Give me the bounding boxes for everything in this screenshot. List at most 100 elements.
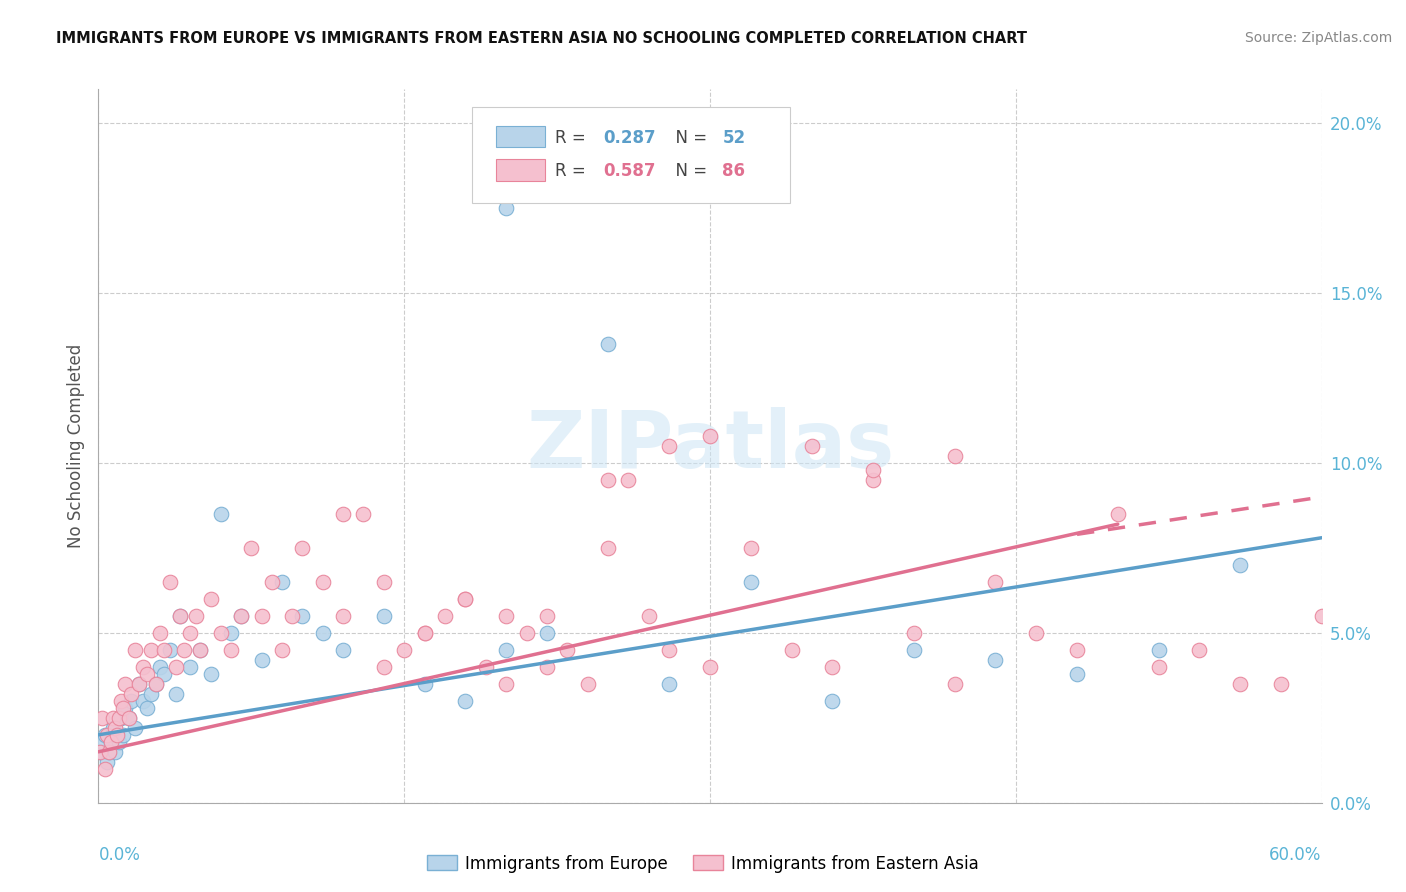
Text: 0.0%: 0.0% [98,846,141,863]
Point [984,653,1007,667]
Point [209,626,232,640]
Point [91,711,114,725]
Point [97,745,120,759]
Point [104,721,127,735]
Point [231,608,253,623]
Point [120,694,142,708]
Point [173,643,195,657]
Point [149,626,172,640]
Point [231,608,253,623]
Point [943,677,966,691]
Point [132,660,155,674]
Point [413,626,436,640]
Point [984,574,1007,589]
Point [188,643,212,657]
Text: 60.0%: 60.0% [1270,846,1322,863]
Text: IMMIGRANTS FROM EUROPE VS IMMIGRANTS FROM EASTERN ASIA NO SCHOOLING COMPLETED CO: IMMIGRANTS FROM EUROPE VS IMMIGRANTS FRO… [56,31,1028,46]
Point [145,677,167,691]
Point [114,677,136,691]
Point [1270,677,1292,691]
Point [159,643,181,657]
Text: 86: 86 [723,162,745,180]
Point [291,541,314,555]
Point [169,608,191,623]
Point [1229,558,1251,572]
Point [165,687,187,701]
Point [111,728,134,742]
Text: N =: N = [665,128,713,146]
Point [596,473,619,487]
Point [516,626,538,640]
Point [433,608,456,623]
Point [495,677,517,691]
Point [250,653,273,667]
Point [495,608,517,623]
Point [332,507,354,521]
Point [270,643,294,657]
Point [219,626,242,640]
Point [188,643,212,657]
Point [617,473,640,487]
Point [260,574,283,589]
Point [1066,666,1088,681]
Point [862,463,884,477]
Point [1147,660,1170,674]
Point [149,660,172,674]
Point [740,541,762,555]
Point [118,711,141,725]
Point [699,660,721,674]
Point [209,507,232,521]
Point [536,608,558,623]
Point [186,608,208,623]
Point [373,608,395,623]
Point [596,337,619,351]
Point [495,643,517,657]
Point [159,574,181,589]
Point [118,711,141,725]
Point [1025,626,1047,640]
Point [179,660,201,674]
Point [536,626,558,640]
Point [740,574,762,589]
Point [105,728,128,742]
Point [352,507,374,521]
Point [145,677,167,691]
Point [270,574,294,589]
Point [821,694,844,708]
Point [132,694,155,708]
Point [136,666,159,681]
Point [780,643,803,657]
Point [801,439,824,453]
Point [658,677,681,691]
Point [128,677,150,691]
Point [596,541,619,555]
Point [141,687,163,701]
Point [862,473,884,487]
Point [454,591,477,606]
FancyBboxPatch shape [471,107,790,203]
Point [291,608,314,623]
Text: ZIPatlas: ZIPatlas [526,407,894,485]
Point [373,574,395,589]
Point [1147,643,1170,657]
FancyBboxPatch shape [496,126,546,147]
Point [179,626,201,640]
Point [658,643,681,657]
Point [281,608,304,623]
Point [903,626,925,640]
Text: N =: N = [665,162,713,180]
Point [100,734,122,748]
Y-axis label: No Schooling Completed: No Schooling Completed [66,344,84,548]
Point [903,643,925,657]
Legend: Immigrants from Europe, Immigrants from Eastern Asia: Immigrants from Europe, Immigrants from … [420,848,986,880]
Point [200,591,222,606]
Point [89,745,111,759]
Point [91,734,114,748]
Point [136,700,159,714]
Point [96,728,118,742]
Point [124,721,146,735]
Point [495,201,517,215]
Point [165,660,187,674]
Point [108,711,131,725]
Text: 0.287: 0.287 [603,128,657,146]
